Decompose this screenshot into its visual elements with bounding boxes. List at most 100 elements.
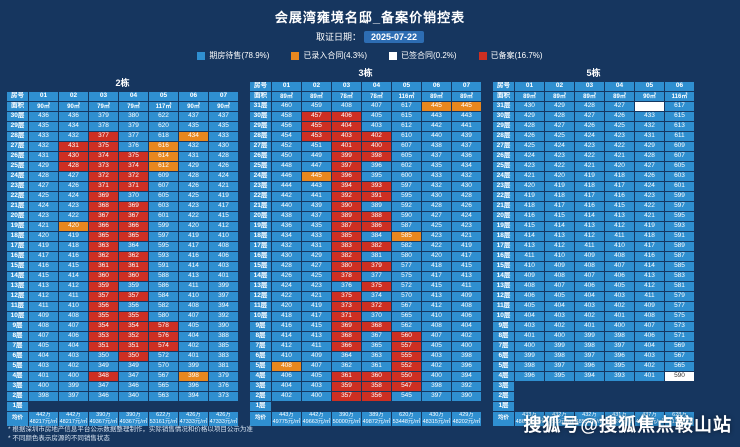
floor-label: 31层	[493, 102, 514, 111]
area-cell: 90㎡	[59, 102, 88, 111]
price-cell: 399	[575, 332, 604, 341]
price-cell: 442	[272, 192, 301, 201]
price-cell: 403	[59, 352, 88, 361]
price-cell: 417	[302, 312, 331, 321]
price-cell: 408	[515, 282, 544, 291]
price-cell: 595	[665, 212, 694, 221]
building-5栋: 5栋 房号 01 02 03 04 05 06 面积 89㎡ 89㎡ 89㎡ 89㎡ 90㎡ 116㎡ 31层…	[492, 66, 695, 427]
floor-label: 24层	[250, 172, 271, 181]
price-cell: 421	[302, 292, 331, 301]
floor-label: 7层	[250, 342, 271, 351]
price-cell	[515, 382, 544, 391]
price-cell: 405	[302, 372, 331, 381]
price-cell: 571	[665, 332, 694, 341]
price-cell: 405	[362, 112, 391, 121]
price-cell: 615	[392, 112, 421, 121]
price-cell: 435	[302, 222, 331, 231]
price-cell: 419	[302, 302, 331, 311]
price-cell: 403	[29, 362, 58, 371]
floor-label: 29层	[493, 122, 514, 131]
area-header-label: 面积	[7, 102, 28, 111]
price-cell: 622	[149, 112, 178, 121]
price-cell: 430	[422, 192, 451, 201]
price-cell: 354	[89, 322, 118, 331]
room-header-label: 房号	[250, 82, 271, 91]
building-3栋: 3栋 房号 01 02 03 04 05 06 07 面积 89㎡ 89㎡ 78㎡ 78㎡ 116㎡ 89㎡ 8…	[249, 66, 482, 427]
price-cell: 416	[515, 212, 544, 221]
price-cell: 423	[422, 232, 451, 241]
area-cell: 79㎡	[89, 102, 118, 111]
price-cell: 408	[575, 262, 604, 271]
price-cell: 369	[119, 202, 148, 211]
price-cell: 438	[422, 142, 451, 151]
price-cell: 408	[635, 312, 664, 321]
price-cell	[575, 402, 604, 411]
area-cell: 89㎡	[422, 92, 451, 101]
floor-label: 30层	[250, 112, 271, 121]
price-cell: 427	[605, 102, 634, 111]
price-cell: 421	[452, 232, 481, 241]
price-cell: 387	[332, 222, 361, 231]
legend-label: 已录入合同(4.3%)	[303, 51, 367, 60]
price-cell: 432	[179, 142, 208, 151]
price-cell: 404	[452, 322, 481, 331]
legend-item: 已录入合同(4.3%)	[291, 50, 367, 61]
price-cell: 415	[515, 222, 544, 231]
price-cell: 406	[332, 112, 361, 121]
price-cell: 402	[605, 302, 634, 311]
price-cell: 402	[545, 322, 574, 331]
price-cell: 384	[362, 232, 391, 241]
price-cell: 449	[302, 152, 331, 161]
price-cell	[545, 392, 574, 401]
column-header: 06	[665, 82, 694, 91]
price-cell: 438	[272, 212, 301, 221]
price-cell: 389	[362, 202, 391, 211]
price-cell: 430	[515, 102, 544, 111]
price-cell: 457	[302, 112, 331, 121]
avg-cell: 390万 49367元/㎡	[89, 412, 118, 426]
price-cell: 404	[59, 342, 88, 351]
price-cell: 583	[665, 272, 694, 281]
price-cell: 411	[29, 302, 58, 311]
price-cell: 419	[635, 222, 664, 231]
price-cell: 605	[665, 162, 694, 171]
price-grid: 房号 01 02 03 04 05 06 07 面积 90㎡ 90㎡ 79㎡ 79㎡ 117㎡ 90㎡ 90㎡…	[6, 91, 239, 427]
price-cell: 403	[209, 262, 238, 271]
price-cell: 395	[545, 372, 574, 381]
price-cell: 403	[575, 302, 604, 311]
price-cell: 400	[29, 382, 58, 391]
area-header-label: 面积	[493, 92, 514, 101]
price-cell: 393	[605, 372, 634, 381]
price-cell: 565	[392, 312, 421, 321]
price-cell: 420	[179, 222, 208, 231]
price-cell: 417	[575, 192, 604, 201]
price-cell: 409	[452, 292, 481, 301]
price-cell: 396	[452, 362, 481, 371]
floor-label: 9层	[250, 322, 271, 331]
floor-label: 22层	[7, 192, 28, 201]
avg-header-label: 均价	[7, 412, 28, 426]
price-cell: 420	[545, 172, 574, 181]
floor-label: 28层	[493, 132, 514, 141]
price-cell: 616	[149, 142, 178, 151]
price-cell: 614	[149, 152, 178, 161]
price-cell: 396	[605, 352, 634, 361]
floor-label: 3层	[7, 382, 28, 391]
price-cell: 406	[515, 292, 544, 301]
floor-label: 16层	[7, 252, 28, 261]
price-cell: 371	[89, 182, 118, 191]
building-title: 2栋	[115, 78, 130, 88]
price-cell: 585	[392, 232, 421, 241]
price-cell: 403	[422, 352, 451, 361]
price-cell: 414	[59, 272, 88, 281]
floor-label: 12层	[7, 292, 28, 301]
price-cell: 426	[272, 272, 301, 281]
price-cell: 397	[605, 342, 634, 351]
price-cell: 350	[89, 352, 118, 361]
price-cell: 399	[179, 362, 208, 371]
price-cell: 415	[422, 282, 451, 291]
price-cell: 417	[452, 252, 481, 261]
price-cell: 379	[209, 372, 238, 381]
price-cell: 365	[89, 232, 118, 241]
price-cell: 347	[119, 372, 148, 381]
